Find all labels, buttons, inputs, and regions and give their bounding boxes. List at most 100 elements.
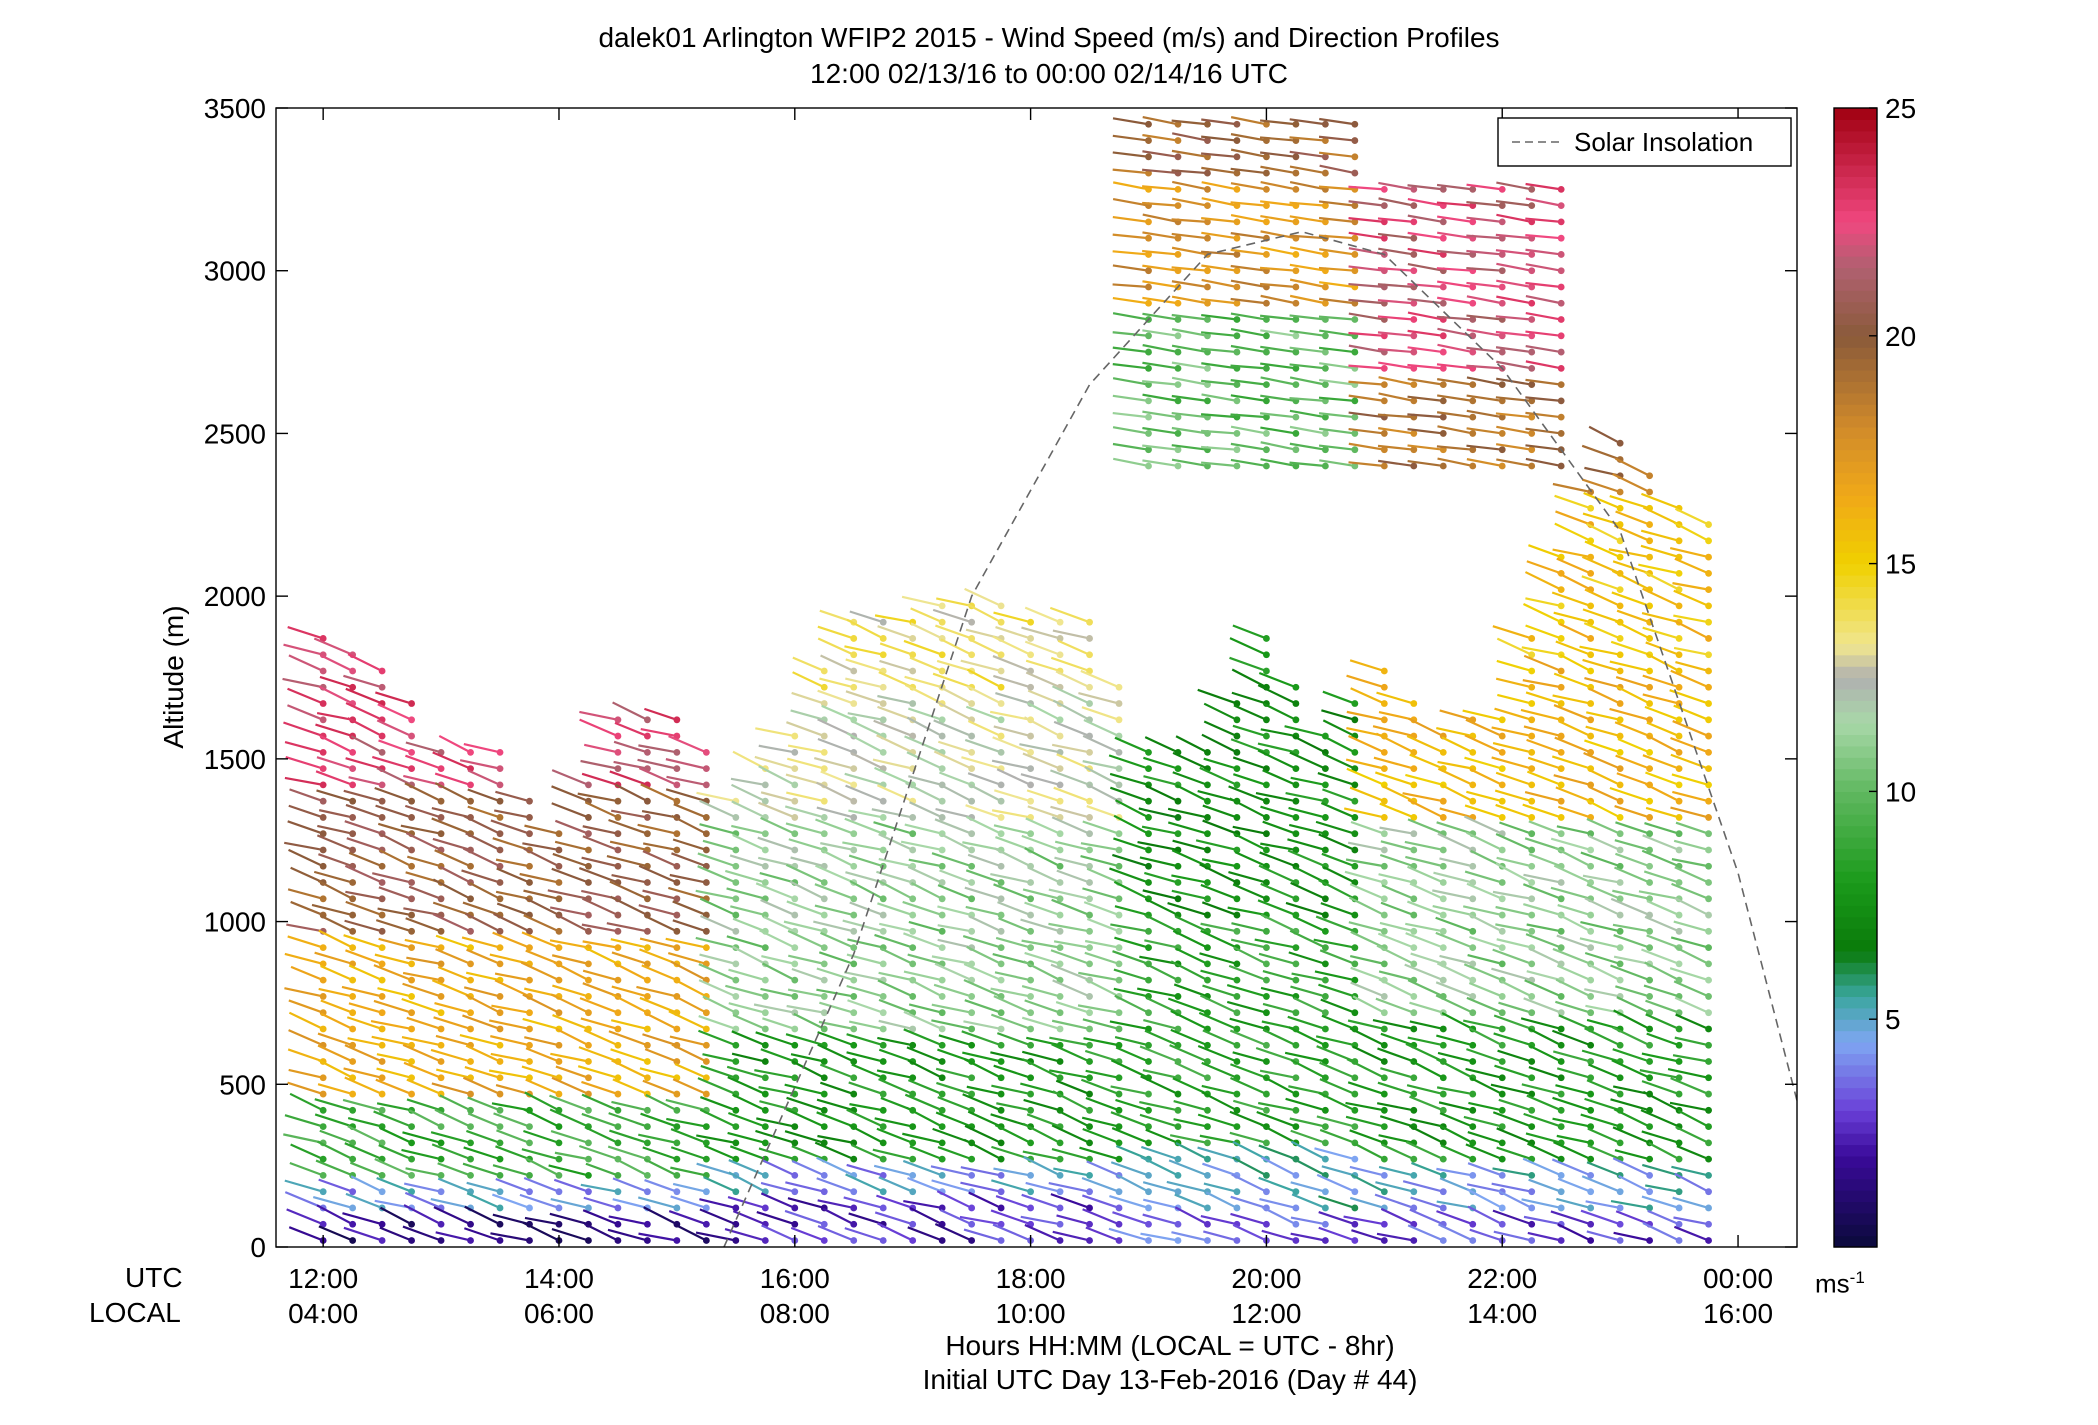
wind-barb-shaft — [758, 1086, 795, 1096]
wind-barb — [1167, 902, 1211, 919]
wind-barb-head — [1646, 765, 1654, 773]
wind-barb-head — [349, 830, 357, 838]
wind-barb — [699, 799, 740, 821]
wind-barb-head — [1204, 1123, 1211, 1130]
wind-barb-shaft — [638, 1232, 678, 1242]
wind-barb-head — [1498, 748, 1506, 756]
wind-barb-shaft — [315, 1159, 354, 1177]
wind-barb-head — [1646, 1058, 1654, 1065]
wind-barb — [434, 1002, 474, 1017]
wind-barb-head — [526, 862, 533, 870]
wind-barb-head — [467, 1172, 474, 1179]
wind-barb-shaft — [787, 988, 825, 998]
wind-barb-shaft — [288, 848, 324, 868]
wind-barb — [289, 1161, 327, 1179]
wind-barb-shaft — [758, 801, 796, 819]
wind-barb-head — [1528, 635, 1536, 642]
wind-barb-head — [1351, 1123, 1359, 1130]
wind-barb-head — [1086, 1139, 1093, 1147]
wind-barb-head — [526, 1123, 533, 1130]
wind-barb-head — [1616, 586, 1624, 594]
wind-barb-shaft — [316, 756, 353, 770]
wind-barb-head — [1233, 716, 1241, 724]
wind-barb-head — [1380, 716, 1388, 724]
wind-barb-head — [1263, 846, 1270, 854]
wind-barb-head — [732, 976, 740, 984]
wind-barb — [787, 988, 828, 1000]
wind-barb-head — [644, 976, 651, 984]
wind-barb-head — [1498, 1139, 1506, 1147]
wind-barb-head — [378, 732, 386, 740]
wind-barb-head — [1056, 993, 1064, 1000]
wind-barb — [580, 1017, 622, 1033]
wind-barb-head — [496, 1237, 504, 1244]
wind-barb-head — [1380, 1123, 1388, 1130]
wind-barb-head — [1498, 846, 1506, 854]
wind-barb-shaft — [845, 690, 884, 705]
wind-barb-head — [938, 1172, 946, 1179]
wind-barb-shaft — [990, 1013, 1031, 1030]
wind-barb-head — [644, 1172, 651, 1179]
wind-barb — [523, 847, 563, 870]
wind-barb-head — [1115, 748, 1123, 756]
wind-barb — [462, 1162, 504, 1179]
wind-barb-head — [1498, 1172, 1506, 1179]
wind-barb-shaft — [639, 996, 678, 1014]
wind-barb — [319, 1129, 357, 1147]
wind-barb-head — [1351, 1188, 1359, 1196]
wind-barb-head — [1646, 1155, 1654, 1163]
wind-barb — [610, 938, 651, 952]
wind-barb-shaft — [670, 1166, 707, 1177]
wind-barb-head — [673, 879, 681, 886]
wind-barb-shaft — [614, 783, 648, 803]
wind-barb-head — [1292, 1009, 1300, 1017]
wind-barb — [550, 993, 592, 1017]
wind-barb — [580, 1183, 622, 1196]
wind-barb — [462, 1014, 504, 1033]
wind-barb-head — [1204, 1172, 1211, 1179]
wind-barb-shaft — [732, 1014, 766, 1030]
wind-barb — [791, 1159, 828, 1179]
wind-barb-shaft — [846, 1163, 884, 1177]
wind-barb-head — [349, 1090, 357, 1098]
wind-barb-shaft — [759, 1100, 796, 1112]
wind-barb-shaft — [638, 1133, 678, 1144]
wind-barb-shaft — [434, 849, 471, 868]
wind-barb — [378, 1144, 415, 1163]
wind-barb-shaft — [348, 964, 383, 982]
wind-barb-shaft — [786, 721, 825, 738]
wind-barb-head — [555, 976, 563, 984]
wind-barb — [727, 1195, 769, 1212]
wind-barb-head — [1587, 846, 1595, 854]
wind-barb — [1285, 1097, 1329, 1114]
wind-barb-head — [938, 1139, 946, 1147]
wind-barb — [288, 1226, 327, 1244]
wind-barb-head — [997, 716, 1005, 724]
wind-barb-shaft — [288, 804, 324, 819]
wind-barb-shaft — [1646, 734, 1680, 754]
wind-barb-head — [1115, 683, 1123, 691]
wind-barb-head — [702, 1237, 710, 1244]
wind-barb — [608, 1112, 651, 1130]
wind-barb-shaft — [756, 1117, 796, 1128]
wind-barb-head — [349, 797, 357, 805]
wind-barb — [582, 940, 622, 952]
wind-barb-shaft — [495, 858, 530, 868]
wind-barb-head — [1380, 1074, 1388, 1082]
wind-barb-head — [1646, 683, 1654, 691]
wind-barb-shaft — [732, 945, 766, 965]
wind-barb — [288, 848, 327, 870]
wind-barb-head — [1587, 1058, 1595, 1065]
wind-barb-head — [1557, 1123, 1565, 1130]
wind-barb-shaft — [493, 912, 530, 933]
wind-barb-head — [997, 976, 1005, 984]
wind-barb-shaft — [609, 770, 648, 786]
wind-barb — [700, 915, 740, 935]
wind-barb — [525, 1047, 563, 1065]
wind-barb-shaft — [695, 889, 737, 900]
wind-barb-head — [1086, 993, 1093, 1000]
wind-barb-head — [791, 911, 799, 919]
wind-barb-head — [1439, 1025, 1447, 1033]
wind-barb-head — [1174, 1172, 1182, 1179]
wind-barb-head — [909, 1025, 917, 1033]
